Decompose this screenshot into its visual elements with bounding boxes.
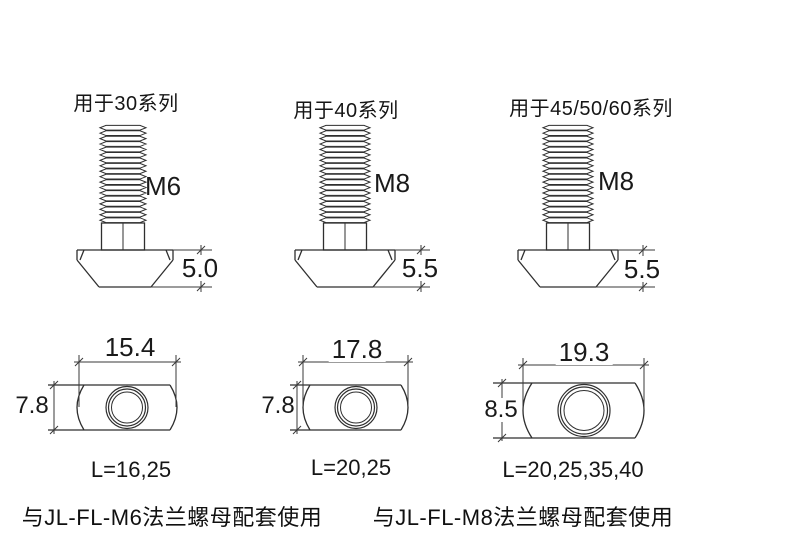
pairing-caption-m6: 与JL-FL-M6法兰螺母配套使用 <box>21 505 323 530</box>
head-view1-outline <box>48 384 178 431</box>
bolt2-thread <box>319 124 371 224</box>
length-options-label-1: L=16,25 <box>90 457 172 482</box>
head-height-dim-label-1: 5.0 <box>178 255 222 281</box>
bolt1-head <box>76 249 174 288</box>
head-width-dim-label-2: 17.8 <box>328 336 386 362</box>
head-view2-width-dimension <box>298 355 413 407</box>
head-view1-height-dimension <box>49 380 59 435</box>
head-height-dim-label-3: 5.5 <box>620 256 664 282</box>
pairing-caption-m8: 与JL-FL-M8法兰螺母配套使用 <box>372 505 674 530</box>
head-view1-hole <box>105 385 149 430</box>
length-options-label-2: L=20,25 <box>310 455 392 480</box>
bolt1-side-view <box>76 124 212 292</box>
series-label-45-50-60: 用于45/50/60系列 <box>509 98 673 120</box>
head-height-dim-label-2: 5.5 <box>398 255 442 281</box>
length-options-label-3: L=20,25,35,40 <box>502 457 644 482</box>
series-label-40: 用于40系列 <box>293 100 399 122</box>
head-view2-height-dimension <box>292 380 302 435</box>
head-view1-width-dimension <box>74 355 181 407</box>
thread-size-label-m8b: M8 <box>597 166 635 196</box>
head-view3 <box>493 358 649 443</box>
head-view2 <box>290 355 413 435</box>
bolt3-thread <box>542 124 594 224</box>
head-thick-dim-label-2: 7.8 <box>259 392 297 419</box>
bolt3-head <box>517 249 619 288</box>
head-view3-outline <box>493 382 645 439</box>
thread-size-label-m8a: M8 <box>373 168 411 198</box>
head-thick-dim-label-1: 7.8 <box>13 392 51 419</box>
bolt1-neck <box>100 222 146 251</box>
head-view2-hole <box>334 385 378 430</box>
bolt2-neck <box>322 222 368 251</box>
thread-size-label-m6: M6 <box>144 171 182 201</box>
bolt2-head <box>294 249 396 288</box>
head-width-dim-label-3: 19.3 <box>555 339 613 365</box>
bolt1-thread <box>99 124 147 224</box>
head-view3-hole <box>557 383 611 438</box>
head-view1 <box>48 355 181 435</box>
head-view2-outline <box>290 384 409 431</box>
head-thick-dim-label-3: 8.5 <box>482 396 520 423</box>
head-width-dim-label-1: 15.4 <box>101 334 159 360</box>
bolt2-side-view <box>294 124 430 292</box>
head-view3-width-dimension <box>518 358 649 410</box>
series-label-30: 用于30系列 <box>73 93 179 115</box>
bolt3-neck <box>545 222 591 251</box>
